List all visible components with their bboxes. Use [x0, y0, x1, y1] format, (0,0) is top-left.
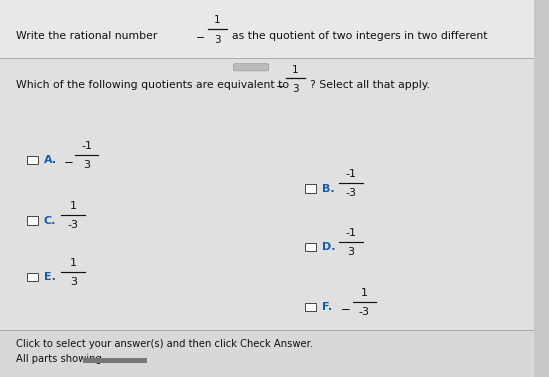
Text: as the quotient of two integers in two different: as the quotient of two integers in two d… — [232, 31, 488, 41]
Text: 1: 1 — [214, 15, 221, 25]
Text: 3: 3 — [83, 160, 90, 170]
Text: 1: 1 — [70, 258, 77, 268]
Text: Click to select your answer(s) and then click Check Answer.: Click to select your answer(s) and then … — [16, 339, 313, 349]
Text: $-$: $-$ — [340, 301, 351, 314]
Text: -3: -3 — [359, 307, 370, 317]
Text: C.: C. — [44, 216, 56, 225]
Text: 1: 1 — [70, 201, 77, 211]
Bar — [27, 216, 38, 225]
Bar — [305, 184, 316, 193]
Text: -1: -1 — [345, 228, 356, 238]
Bar — [27, 273, 38, 281]
Text: $-$: $-$ — [275, 80, 285, 90]
Text: E.: E. — [44, 272, 55, 282]
Bar — [0, 0, 534, 58]
Text: $-$: $-$ — [195, 31, 205, 41]
Bar — [27, 156, 38, 164]
Text: 3: 3 — [292, 84, 299, 93]
Text: D.: D. — [322, 242, 335, 252]
Bar — [305, 303, 316, 311]
Text: All parts showing: All parts showing — [16, 354, 102, 364]
Text: Write the rational number: Write the rational number — [16, 31, 158, 41]
Text: 3: 3 — [214, 35, 221, 44]
Text: ? Select all that apply.: ? Select all that apply. — [310, 80, 430, 90]
Text: $-$: $-$ — [63, 154, 73, 167]
Bar — [83, 358, 147, 363]
Text: F.: F. — [322, 302, 332, 312]
Text: B.: B. — [322, 184, 334, 193]
Text: -3: -3 — [68, 221, 79, 230]
Bar — [0, 330, 534, 377]
Bar — [305, 243, 316, 251]
Text: 1: 1 — [361, 288, 368, 298]
Text: Which of the following quotients are equivalent to: Which of the following quotients are equ… — [16, 80, 289, 90]
Text: -3: -3 — [345, 188, 356, 198]
Text: -1: -1 — [345, 169, 356, 179]
Text: 3: 3 — [70, 277, 77, 287]
Text: -1: -1 — [81, 141, 92, 151]
Text: A.: A. — [44, 155, 57, 165]
Text: 1: 1 — [292, 65, 299, 75]
Bar — [0, 58, 534, 330]
FancyBboxPatch shape — [233, 64, 269, 71]
Text: 3: 3 — [348, 247, 355, 257]
